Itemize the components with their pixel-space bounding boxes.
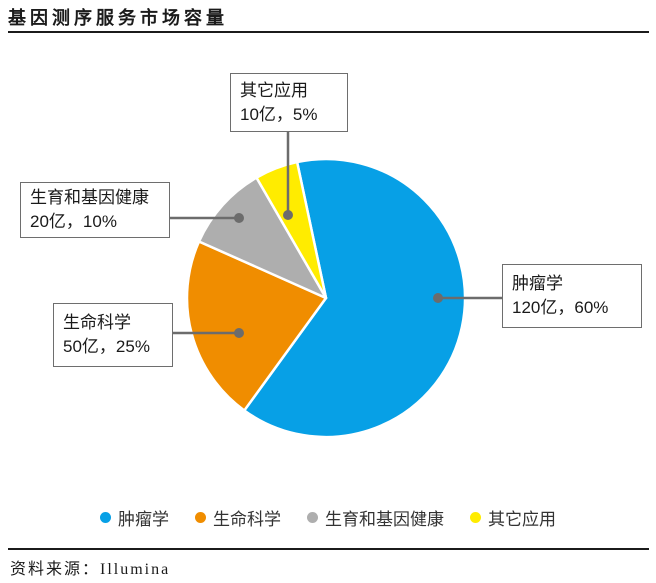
legend-swatch-icon (470, 511, 481, 523)
leader-dot-other-applications (283, 210, 293, 220)
callout-label: 其它应用 (240, 80, 308, 100)
callout-label: 肿瘤学 (512, 274, 563, 293)
callout-label: 生命科学 (63, 313, 131, 332)
legend-item-life-science: 生命科学 (195, 505, 281, 530)
callout-value: 50亿，25% (63, 337, 150, 356)
title-divider (8, 31, 649, 33)
pie-slice-3 (255, 160, 328, 300)
callout-other-applications: 其它应用 10亿，5% (230, 73, 348, 132)
legend-label: 生命科学 (213, 509, 281, 529)
pie-slices-group (185, 157, 467, 439)
pie-chart-canvas (169, 132, 502, 439)
chart-legend: 肿瘤学 生命科学 生育和基因健康 其它应用 (0, 505, 656, 529)
callout-value: 20亿，10% (30, 212, 117, 231)
legend-label: 生育和基因健康 (325, 509, 444, 529)
source-divider (8, 548, 649, 550)
callout-value: 10亿，5% (240, 104, 318, 124)
source-note: 资料来源：Illumina (10, 561, 171, 578)
callout-oncology: 肿瘤学 120亿，60% (502, 264, 642, 328)
legend-label: 其它应用 (488, 509, 556, 529)
legend-swatch-icon (307, 511, 318, 523)
legend-swatch-icon (100, 511, 111, 523)
legend-label: 肿瘤学 (118, 509, 169, 529)
callout-life-science: 生命科学 50亿，25% (53, 303, 173, 367)
legend-item-oncology: 肿瘤学 (100, 505, 169, 530)
legend-item-other-applications: 其它应用 (470, 505, 556, 530)
leader-lines-group (169, 132, 502, 338)
leader-dot-oncology (433, 293, 443, 303)
callout-label: 生育和基因健康 (30, 188, 149, 207)
callout-reproductive-genetic-health: 生育和基因健康 20亿，10% (20, 182, 170, 238)
callout-value: 120亿，60% (512, 298, 609, 317)
legend-item-reproductive-genetic-health: 生育和基因健康 (307, 505, 444, 530)
legend-swatch-icon (195, 511, 206, 523)
leader-dot-life-science (234, 328, 244, 338)
chart-title: 基因测序服务市场容量 (8, 8, 228, 28)
leader-dot-reproductive-genetic-health (234, 213, 244, 223)
pie-slice-0 (243, 157, 467, 439)
pie-slice-2 (197, 176, 328, 300)
